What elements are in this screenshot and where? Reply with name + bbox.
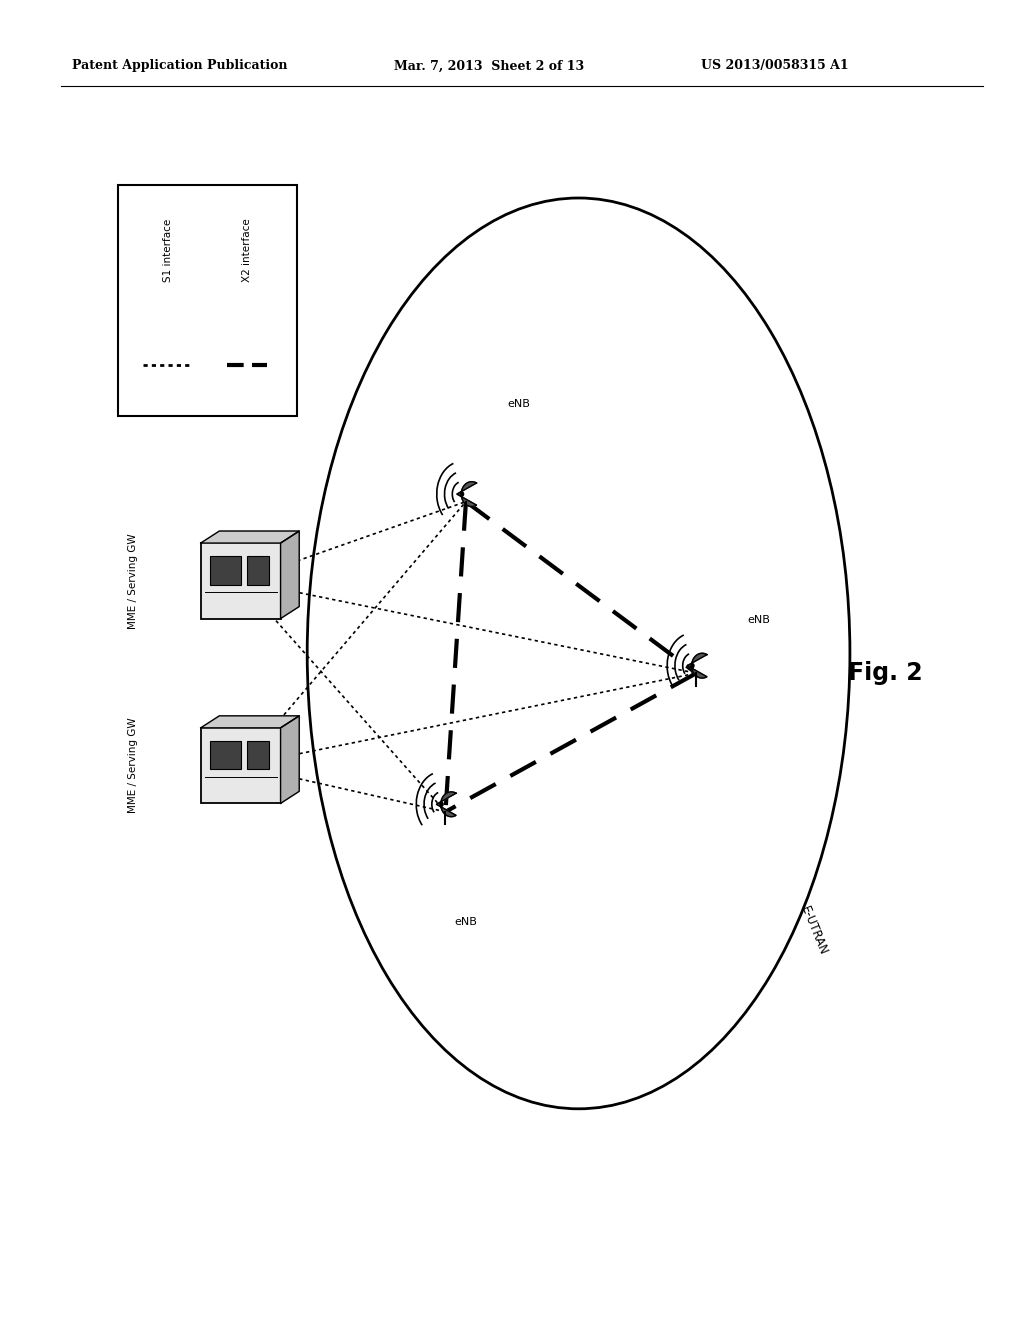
Text: Mar. 7, 2013  Sheet 2 of 13: Mar. 7, 2013 Sheet 2 of 13 [394,59,585,73]
Polygon shape [436,792,456,817]
Bar [201,543,281,619]
Bar [247,741,269,770]
Text: eNB: eNB [507,399,529,409]
Polygon shape [687,653,707,678]
Text: Fig. 2: Fig. 2 [849,661,923,685]
Text: eNB: eNB [748,615,770,626]
Polygon shape [281,531,299,619]
Circle shape [440,803,443,807]
Text: MME / Serving GW: MME / Serving GW [128,718,138,813]
Polygon shape [281,715,299,804]
Text: Patent Application Publication: Patent Application Publication [72,59,287,73]
Circle shape [691,664,694,668]
Text: MME / Serving GW: MME / Serving GW [128,533,138,628]
Bar [247,556,269,585]
Bar [201,727,281,804]
Text: S1 interface: S1 interface [163,219,173,281]
Polygon shape [457,482,476,507]
Text: eNB: eNB [455,917,477,928]
Text: US 2013/0058315 A1: US 2013/0058315 A1 [701,59,849,73]
Circle shape [461,492,464,496]
Bar [210,741,241,770]
Bar [118,185,297,416]
Text: E-UTRAN: E-UTRAN [799,904,829,957]
Polygon shape [201,715,299,727]
Bar [210,556,241,585]
Text: X2 interface: X2 interface [242,218,252,281]
Polygon shape [201,531,299,543]
